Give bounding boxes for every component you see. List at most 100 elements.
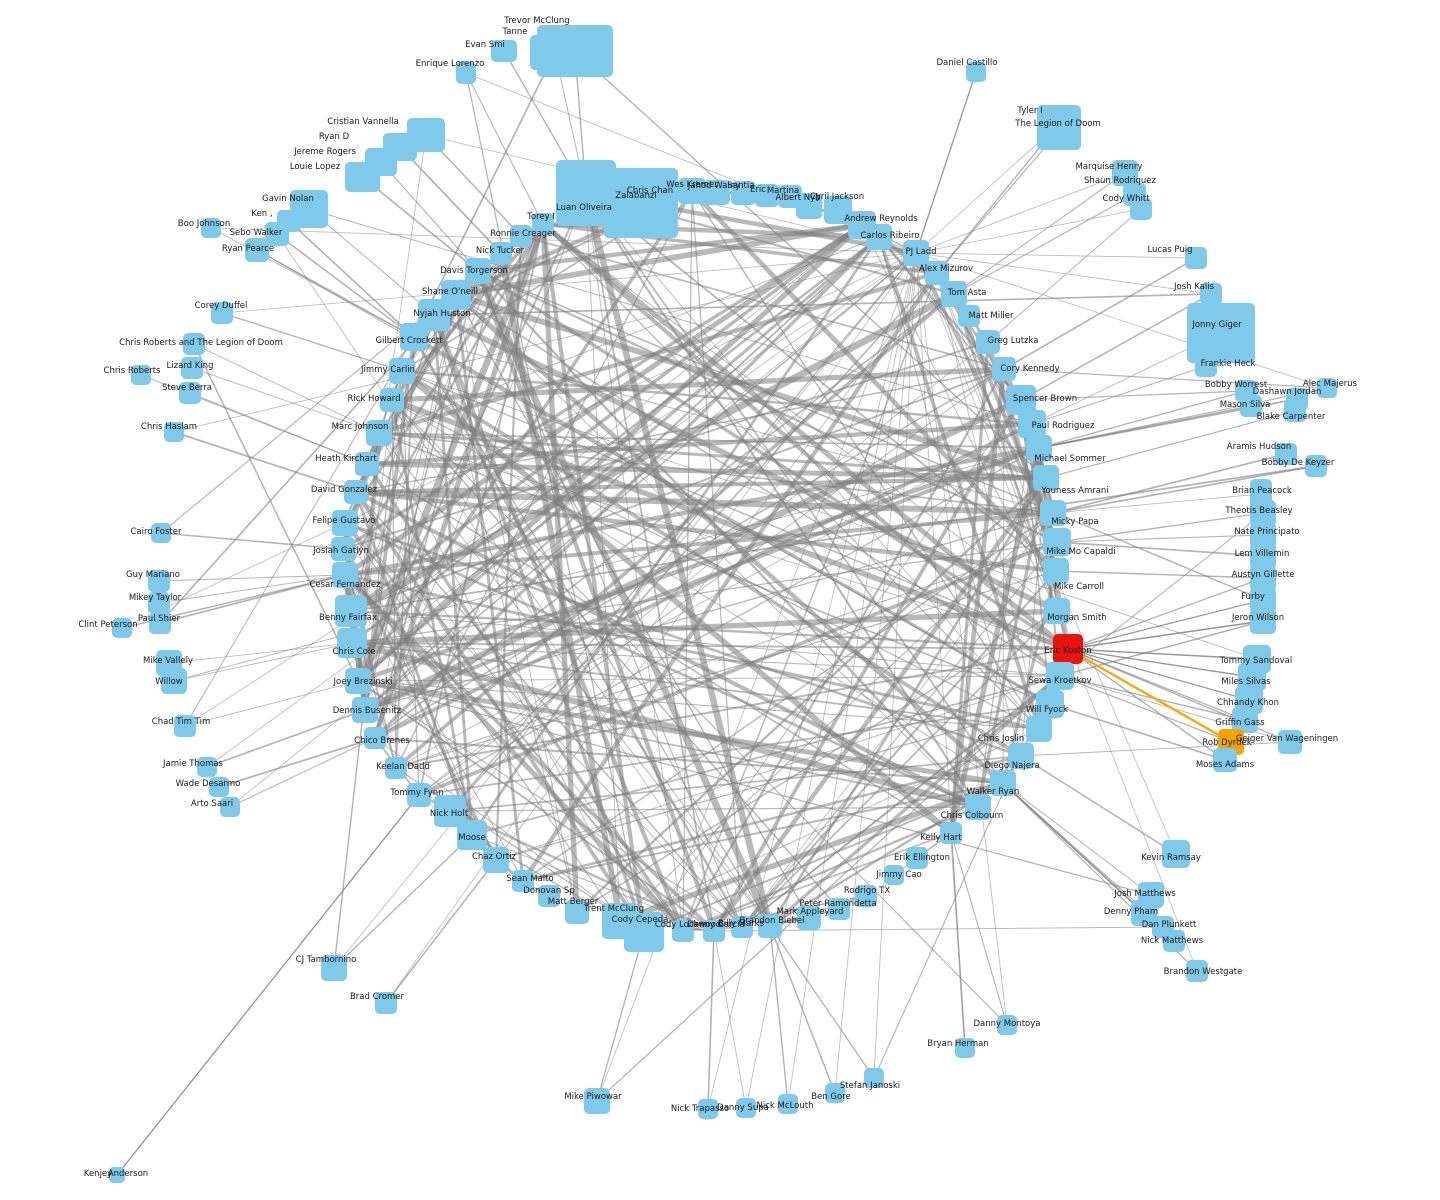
graph-node[interactable] — [1037, 112, 1081, 150]
graph-node[interactable] — [220, 797, 240, 817]
graph-node[interactable] — [332, 510, 358, 536]
graph-node[interactable] — [778, 1094, 798, 1114]
graph-node[interactable] — [321, 955, 347, 981]
graph-node[interactable] — [245, 238, 269, 262]
graph-node[interactable] — [385, 757, 407, 779]
graph-node[interactable] — [1250, 500, 1276, 526]
graph-node[interactable] — [824, 196, 852, 224]
graph-node[interactable] — [149, 612, 171, 634]
graph-node[interactable] — [380, 388, 404, 412]
graph-node[interactable] — [148, 570, 170, 592]
graph-node[interactable] — [1036, 690, 1064, 718]
graph-node[interactable] — [1026, 716, 1052, 742]
graph-node[interactable] — [1250, 565, 1276, 591]
graph-node[interactable] — [211, 302, 233, 324]
graph-node[interactable] — [825, 1083, 845, 1103]
graph-node[interactable] — [698, 1099, 718, 1119]
graph-node[interactable] — [828, 898, 850, 920]
graph-node[interactable] — [1200, 283, 1222, 305]
graph-node[interactable] — [1162, 840, 1190, 868]
graph-node[interactable] — [1130, 198, 1152, 220]
graph-node[interactable] — [209, 777, 229, 797]
graph-node[interactable] — [884, 865, 904, 885]
graph-node[interactable] — [703, 920, 725, 942]
graph-node[interactable] — [337, 628, 367, 658]
graph-node[interactable] — [161, 668, 187, 694]
graph-node[interactable] — [1053, 634, 1083, 664]
graph-node[interactable] — [389, 358, 415, 384]
graph-node[interactable] — [1232, 707, 1258, 733]
graph-node[interactable] — [997, 1015, 1017, 1035]
graph-node[interactable] — [866, 224, 892, 250]
graph-node[interactable] — [151, 523, 171, 543]
graph-node[interactable] — [796, 193, 822, 219]
graph-node[interactable] — [1008, 743, 1034, 769]
graph-node[interactable] — [164, 422, 184, 442]
graph-node[interactable] — [331, 537, 355, 561]
graph-node[interactable] — [1043, 528, 1071, 556]
graph-node[interactable] — [990, 770, 1016, 796]
graph-node[interactable] — [992, 357, 1016, 381]
graph-node[interactable] — [490, 242, 512, 264]
graph-node[interactable] — [1044, 598, 1070, 624]
graph-node[interactable] — [1163, 930, 1185, 952]
graph-node[interactable] — [375, 992, 397, 1014]
graph-node[interactable] — [1185, 247, 1207, 269]
graph-node[interactable] — [731, 181, 756, 205]
graph-node[interactable] — [352, 697, 378, 723]
graph-node[interactable] — [530, 35, 580, 70]
graph-node[interactable] — [332, 562, 358, 588]
graph-node[interactable] — [407, 783, 431, 807]
graph-node[interactable] — [1195, 355, 1217, 377]
graph-node[interactable] — [565, 900, 589, 924]
graph-node[interactable] — [364, 727, 386, 749]
graph-node[interactable] — [1046, 662, 1074, 690]
graph-node[interactable] — [903, 240, 929, 266]
graph-node[interactable] — [906, 847, 928, 869]
graph-node[interactable] — [758, 914, 782, 938]
graph-node[interactable] — [966, 62, 986, 82]
graph-node[interactable] — [197, 757, 217, 777]
graph-node[interactable] — [456, 62, 476, 84]
graph-node[interactable] — [148, 592, 170, 614]
graph-node[interactable] — [1112, 160, 1138, 186]
graph-node[interactable] — [109, 1167, 125, 1183]
graph-node[interactable] — [538, 885, 560, 907]
graph-node[interactable] — [1250, 608, 1276, 634]
graph-node[interactable] — [131, 365, 151, 385]
graph-node[interactable] — [672, 920, 694, 942]
graph-node[interactable] — [678, 178, 706, 204]
graph-node[interactable] — [491, 40, 517, 62]
graph-node[interactable] — [345, 162, 380, 192]
graph-node[interactable] — [457, 820, 487, 850]
graph-node[interactable] — [335, 595, 367, 627]
graph-node[interactable] — [400, 323, 428, 351]
graph-node[interactable] — [201, 218, 221, 238]
graph-node[interactable] — [355, 452, 379, 476]
graph-node[interactable] — [704, 180, 730, 205]
graph-node[interactable] — [1186, 960, 1208, 982]
graph-node[interactable] — [465, 258, 491, 284]
graph-node[interactable] — [1317, 378, 1337, 398]
graph-node[interactable] — [940, 822, 962, 844]
graph-node[interactable] — [344, 480, 368, 504]
graph-node[interactable] — [604, 168, 678, 238]
graph-node[interactable] — [1043, 558, 1069, 584]
graph-node[interactable] — [958, 305, 980, 327]
graph-node[interactable] — [965, 794, 991, 820]
graph-node[interactable] — [483, 847, 509, 873]
graph-node[interactable] — [955, 1038, 975, 1058]
graph-node[interactable] — [584, 1088, 610, 1114]
graph-node[interactable] — [1278, 730, 1302, 754]
graph-node[interactable] — [1026, 435, 1052, 461]
graph-node[interactable] — [736, 1098, 756, 1118]
graph-node[interactable] — [941, 281, 967, 307]
graph-node[interactable] — [112, 618, 132, 638]
graph-node[interactable] — [174, 715, 196, 737]
graph-node[interactable] — [179, 382, 201, 404]
graph-node[interactable] — [1040, 500, 1066, 526]
graph-node[interactable] — [366, 420, 392, 446]
graph-node[interactable] — [1213, 748, 1237, 772]
graph-node[interactable] — [1305, 455, 1327, 477]
